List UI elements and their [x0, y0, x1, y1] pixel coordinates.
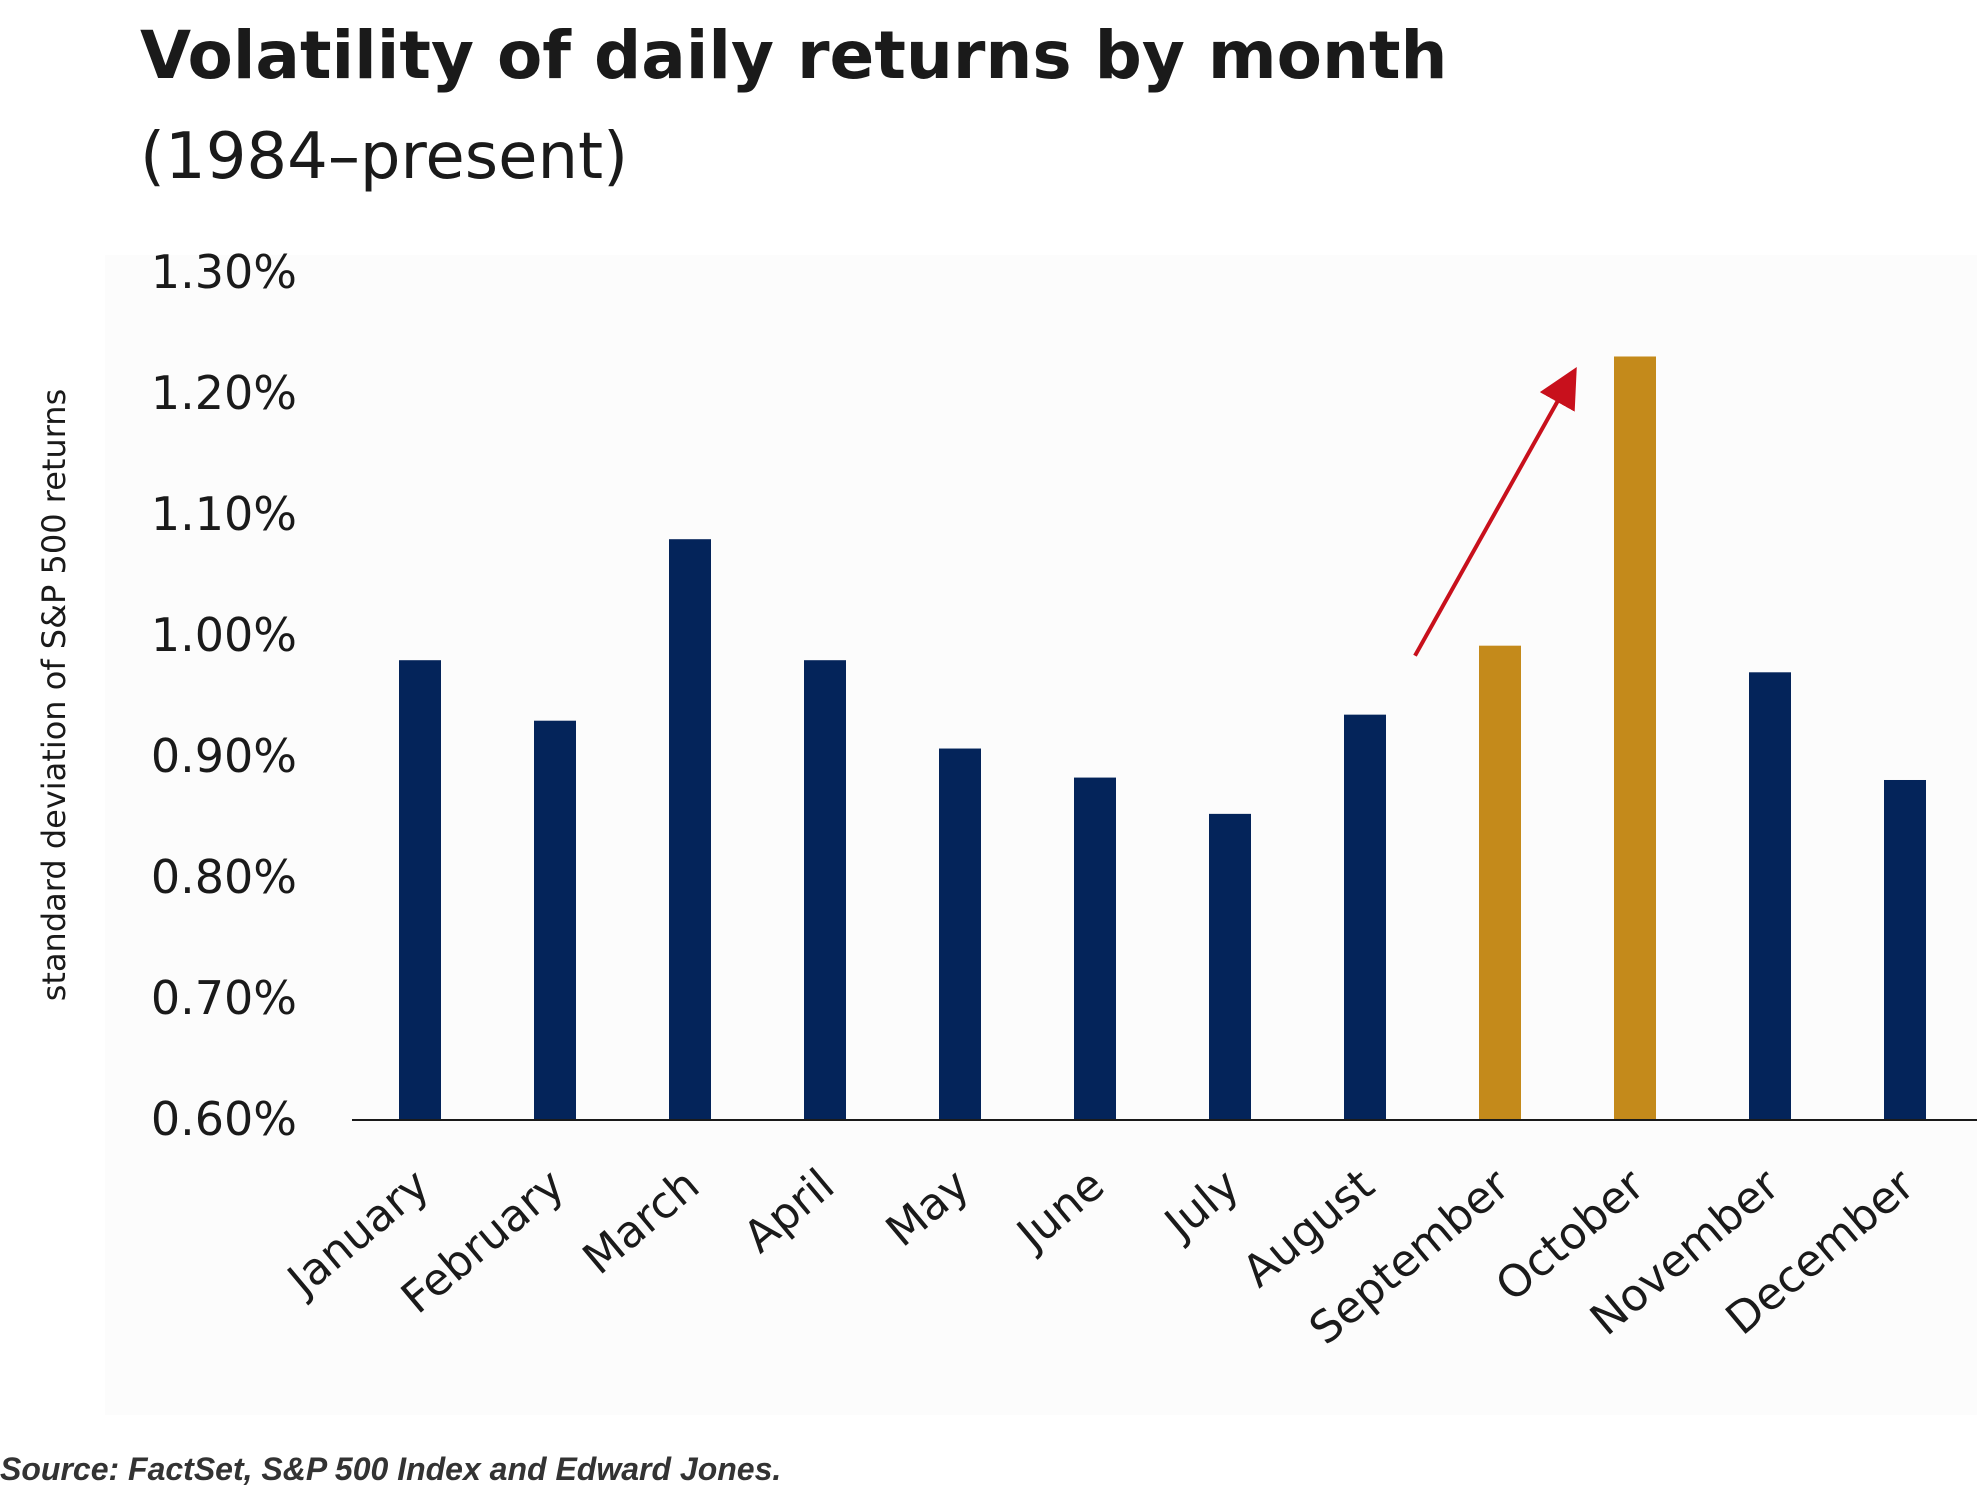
chart-title: Volatility of daily returns by month	[140, 17, 1448, 94]
y-tick-label: 1.30%	[151, 245, 297, 299]
bar-july	[1209, 813, 1251, 1120]
bars	[399, 356, 1926, 1120]
bar-september	[1479, 645, 1521, 1120]
bar-november	[1749, 672, 1791, 1120]
bar-april	[804, 660, 846, 1120]
source-note: Source: FactSet, S&P 500 Index and Edwar…	[0, 1451, 781, 1487]
y-tick-label: 1.20%	[151, 366, 297, 420]
y-tick-label: 0.60%	[151, 1092, 297, 1146]
y-tick-label: 0.80%	[151, 850, 297, 904]
y-tick-label: 1.10%	[151, 487, 297, 541]
y-tick-label: 0.70%	[151, 971, 297, 1025]
y-tick-label: 1.00%	[151, 608, 297, 662]
y-axis-label: standard deviation of S&P 500 returns	[35, 389, 73, 1002]
bar-december	[1884, 779, 1926, 1120]
bar-march	[669, 539, 711, 1120]
bar-january	[399, 660, 441, 1120]
bar-august	[1344, 714, 1386, 1120]
bar-october	[1614, 356, 1656, 1120]
bar-may	[939, 748, 981, 1120]
chart-subtitle: (1984–present)	[140, 120, 628, 194]
bar-february	[534, 720, 576, 1120]
annotation-arrow	[1413, 367, 1577, 657]
y-tick-label: 0.90%	[151, 729, 297, 783]
y-axis-ticks: 0.60% 0.70% 0.80% 0.90% 1.00% 1.10% 1.20% 1.30%	[151, 245, 297, 1146]
bar-june	[1074, 777, 1116, 1120]
